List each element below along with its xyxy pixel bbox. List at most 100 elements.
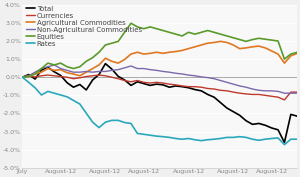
Non-Agricultural Commodities [72, 71, 75, 73]
Rates [244, 136, 248, 138]
Equities [244, 40, 248, 42]
Currencies [103, 75, 107, 77]
Rates [161, 136, 165, 138]
Agricultural Commodities [65, 72, 69, 74]
Total [180, 86, 184, 88]
Non-Agricultural Commodities [263, 90, 267, 92]
Non-Agricultural Commodities [123, 67, 126, 69]
Equities [65, 66, 69, 68]
Rates [136, 132, 139, 135]
Non-Agricultural Commodities [155, 69, 158, 72]
Equities [187, 31, 190, 33]
Non-Agricultural Commodities [103, 70, 107, 73]
Rates [251, 138, 254, 140]
Rates [219, 137, 222, 139]
Rates [238, 136, 242, 138]
Currencies [136, 79, 139, 82]
Total [276, 129, 280, 131]
Equities [148, 26, 152, 28]
Rates [148, 134, 152, 136]
Agricultural Commodities [193, 46, 197, 48]
Rates [193, 139, 197, 141]
Non-Agricultural Commodities [200, 76, 203, 78]
Total [289, 113, 292, 115]
Equities [200, 31, 203, 33]
Equities [116, 40, 120, 42]
Equities [257, 37, 261, 39]
Rates [206, 139, 209, 141]
Non-Agricultural Commodities [52, 64, 56, 66]
Agricultural Commodities [244, 47, 248, 49]
Total [238, 114, 242, 116]
Equities [289, 53, 292, 55]
Line: Agricultural Commodities: Agricultural Commodities [22, 41, 297, 77]
Equities [91, 57, 94, 59]
Line: Currencies: Currencies [22, 75, 297, 100]
Currencies [116, 78, 120, 80]
Total [161, 84, 165, 86]
Legend: Total, Currencies, Agricultural Commodities, Non-Agricultural Commodities, Equit: Total, Currencies, Agricultural Commodit… [26, 5, 143, 48]
Rates [40, 94, 43, 96]
Agricultural Commodities [283, 62, 286, 64]
Rates [20, 76, 24, 78]
Non-Agricultural Commodities [187, 74, 190, 76]
Equities [40, 67, 43, 70]
Agricultural Commodities [40, 71, 43, 73]
Currencies [123, 79, 126, 82]
Non-Agricultural Commodities [91, 71, 94, 73]
Currencies [129, 81, 133, 83]
Rates [84, 112, 88, 114]
Agricultural Commodities [20, 76, 24, 78]
Equities [84, 60, 88, 62]
Equities [20, 76, 24, 78]
Currencies [78, 77, 82, 79]
Equities [251, 39, 254, 41]
Line: Equities: Equities [22, 23, 297, 77]
Rates [52, 92, 56, 94]
Total [116, 75, 120, 77]
Equities [276, 40, 280, 42]
Non-Agricultural Commodities [212, 78, 216, 80]
Agricultural Commodities [46, 67, 50, 70]
Currencies [289, 91, 292, 93]
Equities [103, 44, 107, 46]
Non-Agricultural Commodities [289, 92, 292, 94]
Currencies [72, 78, 75, 80]
Agricultural Commodities [251, 46, 254, 48]
Equities [142, 28, 146, 30]
Currencies [206, 87, 209, 90]
Non-Agricultural Commodities [244, 86, 248, 88]
Equities [123, 31, 126, 33]
Total [270, 127, 273, 129]
Rates [103, 121, 107, 123]
Equities [212, 31, 216, 33]
Agricultural Commodities [263, 47, 267, 49]
Rates [257, 139, 261, 141]
Currencies [283, 99, 286, 101]
Currencies [193, 86, 197, 88]
Agricultural Commodities [72, 73, 75, 75]
Agricultural Commodities [142, 53, 146, 55]
Non-Agricultural Commodities [148, 68, 152, 71]
Rates [116, 119, 120, 121]
Rates [72, 99, 75, 101]
Non-Agricultural Commodities [46, 66, 50, 68]
Rates [155, 135, 158, 137]
Total [52, 71, 56, 73]
Total [142, 82, 146, 85]
Agricultural Commodities [27, 75, 31, 77]
Rates [187, 137, 190, 139]
Total [232, 111, 235, 113]
Total [40, 69, 43, 71]
Total [72, 86, 75, 88]
Agricultural Commodities [59, 68, 62, 71]
Total [225, 107, 229, 109]
Equities [167, 31, 171, 33]
Currencies [232, 91, 235, 93]
Rates [289, 138, 292, 140]
Total [257, 122, 261, 124]
Agricultural Commodities [238, 48, 242, 50]
Non-Agricultural Commodities [251, 88, 254, 90]
Currencies [84, 75, 88, 78]
Equities [174, 33, 178, 35]
